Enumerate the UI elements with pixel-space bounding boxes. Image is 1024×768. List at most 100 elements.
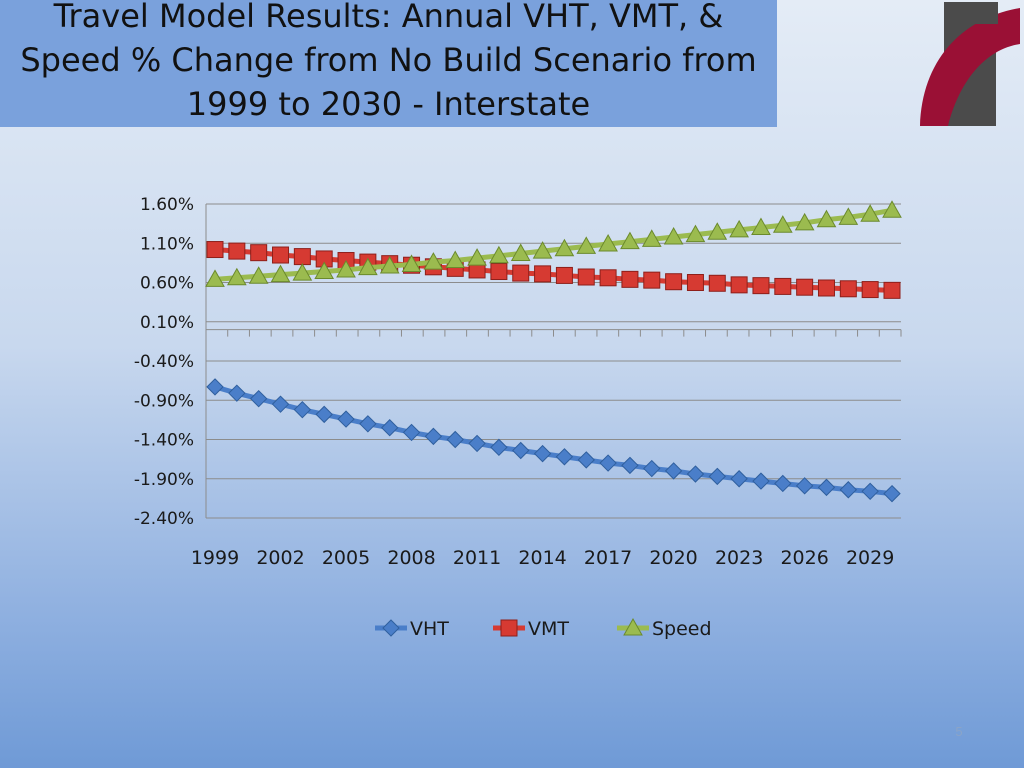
data-point-vht — [359, 415, 377, 433]
data-point-vmt — [861, 281, 879, 299]
data-point-vht — [708, 467, 726, 486]
data-point-speed — [489, 245, 509, 264]
data-point-vmt — [206, 241, 224, 259]
data-point-vht — [774, 474, 792, 493]
data-point-vmt — [686, 274, 704, 291]
data-point-speed — [292, 263, 313, 281]
data-point-speed — [663, 226, 684, 245]
x-tick-label: 1999 — [191, 547, 239, 569]
legend-label-vht: VHT — [410, 618, 449, 640]
data-point-vht — [249, 389, 268, 408]
data-point-vmt — [228, 242, 246, 260]
data-point-vmt — [730, 276, 748, 294]
x-tick-label: 2005 — [322, 547, 370, 569]
series-line-vht — [214, 384, 893, 497]
data-point-speed — [729, 219, 749, 238]
slide-title: Travel Model Results: Annual VHT, VMT, &… — [20, 0, 757, 123]
data-point-vht — [795, 477, 814, 495]
data-point-vmt — [534, 265, 552, 283]
data-point-vmt — [774, 277, 792, 295]
data-point-vht — [643, 459, 661, 478]
data-point-vmt — [796, 278, 814, 296]
data-point-vht — [752, 472, 770, 490]
data-point-vmt — [250, 244, 268, 262]
title-banner: Travel Model Results: Annual VHT, VMT, &… — [0, 0, 777, 127]
data-point-vmt — [817, 279, 835, 297]
data-point-vht — [206, 378, 224, 396]
data-point-speed — [860, 204, 881, 222]
legend-marker-vmt — [500, 619, 518, 637]
data-point-vht — [686, 465, 705, 483]
data-point-speed — [882, 200, 902, 218]
data-point-speed — [576, 236, 597, 254]
data-point-vmt — [839, 280, 857, 298]
data-point-vht — [555, 448, 574, 466]
data-point-vht — [490, 438, 508, 457]
data-point-vht — [861, 482, 879, 501]
data-point-speed — [794, 212, 815, 231]
y-tick-label: -2.40% — [134, 509, 194, 529]
x-tick-label: 2002 — [256, 547, 304, 569]
x-tick-label: 2026 — [780, 547, 828, 569]
x-tick-label: 2029 — [846, 547, 894, 569]
series-line-speed — [214, 207, 893, 282]
data-point-vht — [446, 430, 464, 449]
data-point-speed — [401, 254, 422, 272]
x-tick-label: 2008 — [387, 547, 435, 569]
y-tick-label: 0.60% — [140, 274, 194, 294]
data-point-speed — [226, 267, 247, 286]
data-point-vht — [730, 470, 748, 488]
data-point-vht — [577, 451, 595, 469]
data-point-speed — [358, 257, 378, 276]
data-point-vmt — [643, 271, 661, 289]
data-point-vht — [315, 405, 333, 424]
sanral-logo-icon — [920, 2, 1020, 126]
data-point-vmt — [708, 274, 726, 292]
data-point-speed — [379, 255, 400, 274]
data-point-vmt — [555, 266, 573, 284]
data-point-speed — [620, 231, 640, 250]
data-point-speed — [270, 264, 291, 283]
data-point-vmt — [272, 246, 290, 264]
data-point-vht — [839, 481, 858, 499]
y-tick-label: 0.10% — [140, 313, 194, 333]
data-point-vht — [621, 456, 639, 475]
data-point-vht — [424, 427, 443, 446]
data-point-vmt — [293, 248, 311, 266]
data-point-vht — [293, 400, 312, 419]
data-point-vht — [402, 423, 421, 442]
data-point-vht — [664, 462, 683, 480]
data-point-vht — [228, 384, 246, 402]
data-point-vht — [817, 478, 836, 497]
data-point-vht — [512, 441, 530, 460]
data-point-speed — [445, 250, 466, 269]
data-point-speed — [816, 209, 837, 228]
data-point-speed — [336, 259, 356, 278]
data-point-speed — [685, 224, 706, 243]
data-point-speed — [772, 215, 793, 233]
data-point-speed — [838, 207, 859, 225]
legend-marker-vht — [382, 619, 400, 637]
data-point-vmt — [752, 277, 770, 295]
x-tick-label: 2017 — [584, 547, 632, 569]
y-tick-label: -0.40% — [134, 352, 194, 372]
data-point-vmt — [512, 264, 530, 282]
x-tick-label: 2023 — [715, 547, 763, 569]
data-point-vht — [599, 454, 617, 472]
data-point-vht — [468, 434, 486, 453]
data-point-vmt — [883, 281, 901, 299]
data-point-vmt — [599, 269, 617, 287]
data-point-speed — [423, 252, 444, 270]
data-point-speed — [510, 243, 531, 261]
data-point-speed — [554, 238, 575, 257]
data-point-vmt — [577, 268, 595, 286]
data-point-vmt — [665, 273, 683, 291]
y-tick-label: 1.60% — [140, 195, 194, 215]
x-tick-label: 2020 — [649, 547, 697, 569]
page-number: 5 — [955, 724, 963, 739]
data-point-vmt — [621, 270, 639, 288]
data-point-speed — [248, 266, 269, 284]
y-tick-label: -0.90% — [134, 391, 194, 411]
legend-label-vmt: VMT — [528, 618, 569, 640]
y-tick-label: 1.10% — [140, 234, 194, 254]
